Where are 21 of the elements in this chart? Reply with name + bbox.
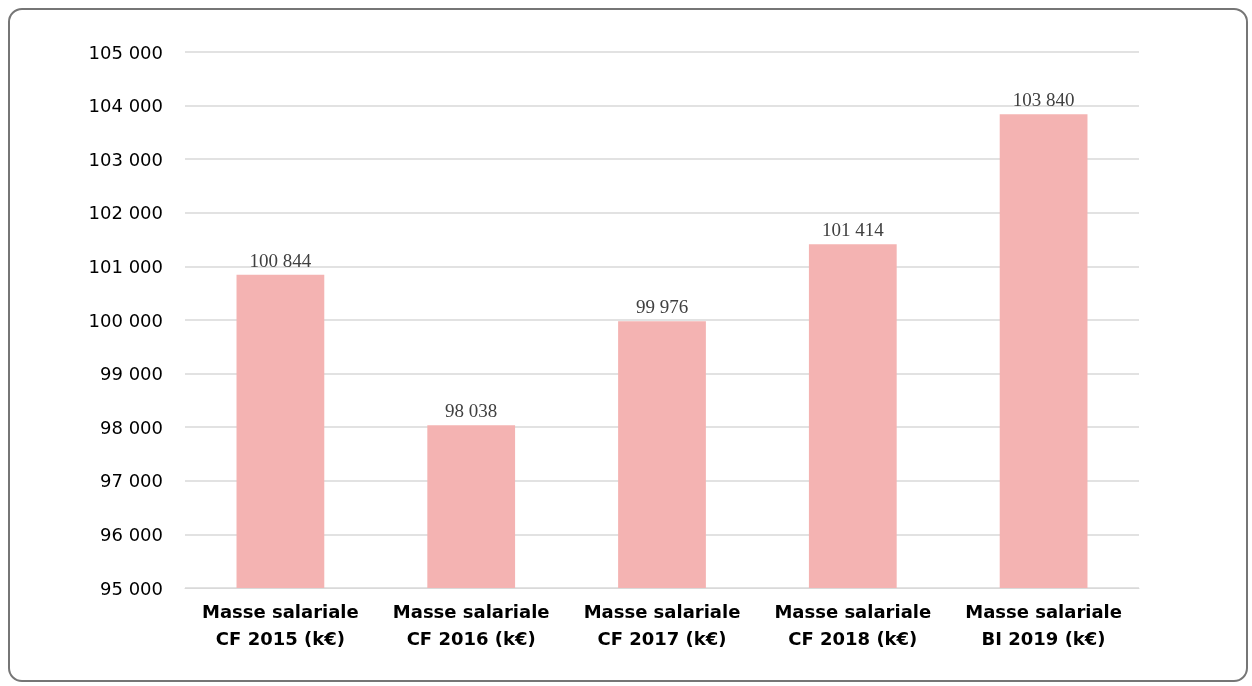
- y-tick-label: 98 000: [100, 416, 163, 438]
- y-tick-label: 95 000: [100, 577, 163, 599]
- x-tick-label: Masse salariale BI 2019 (k€): [965, 601, 1122, 649]
- x-tick-label: Masse salariale CF 2015 (k€): [202, 601, 359, 649]
- y-tick-label: 100 000: [88, 309, 163, 331]
- y-tick-label: 103 000: [88, 148, 163, 170]
- x-tick-label: Masse salariale CF 2018 (k€): [774, 601, 932, 649]
- y-tick-label: 99 000: [100, 363, 163, 385]
- y-tick-label: 97 000: [100, 470, 163, 492]
- data-label: 101 414: [821, 219, 885, 241]
- y-tick-label: 101 000: [88, 255, 163, 277]
- data-label: 103 840: [1012, 89, 1075, 111]
- data-label: 100 844: [249, 249, 312, 271]
- y-tick-label: 104 000: [88, 95, 163, 117]
- data-label: 99 976: [635, 296, 689, 318]
- x-tick-label: Masse salariale CF 2017 (k€): [583, 601, 741, 649]
- y-tick-label: 105 000: [88, 41, 163, 63]
- x-tick-label: Masse salariale CF 2016 (k€): [392, 601, 550, 649]
- y-tick-label: 96 000: [100, 523, 163, 545]
- y-tick-label: 102 000: [88, 202, 163, 224]
- data-label: 98 038: [445, 400, 498, 422]
